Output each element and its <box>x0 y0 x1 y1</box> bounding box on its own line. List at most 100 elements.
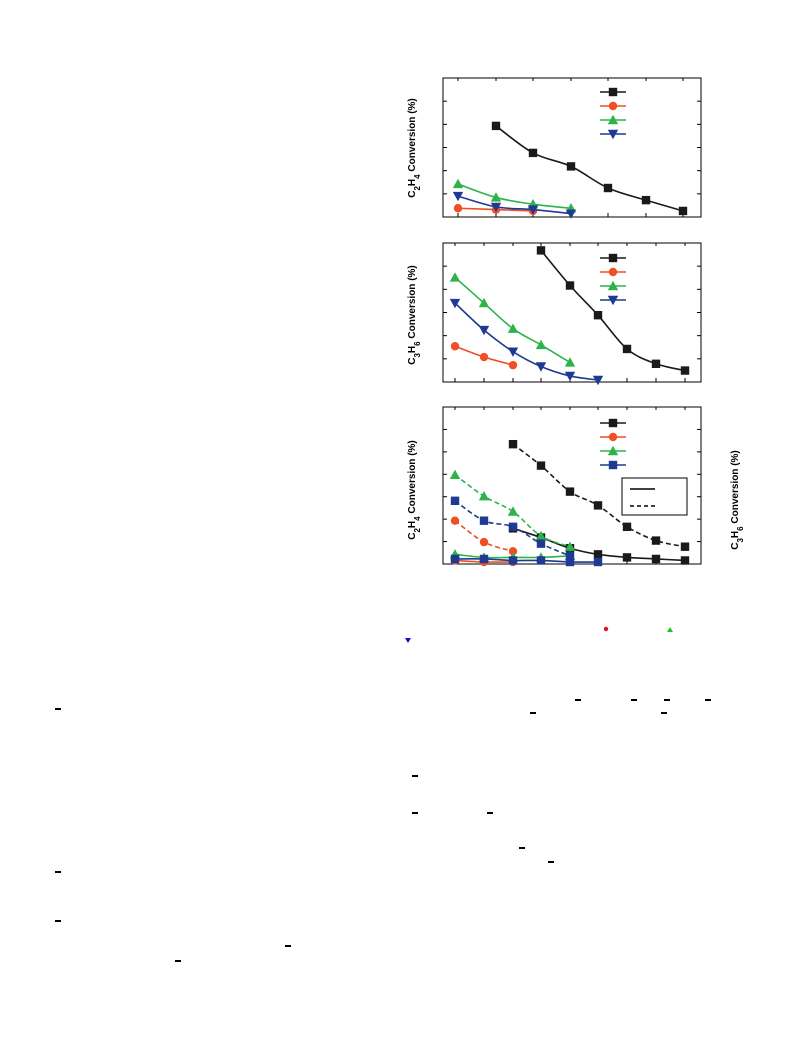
data-point-b-blue <box>535 362 547 372</box>
chart-panel-b: C3H6 Conversion (%) <box>407 242 702 386</box>
y-axis-label-c-left: C2H4 Conversion (%) <box>407 440 422 540</box>
chart-panel-a: C2H4 Conversion (%) <box>407 77 702 219</box>
series-line-b-blue <box>454 302 599 381</box>
data-point-c-blue <box>479 516 489 525</box>
data-point-c-blue <box>593 557 603 567</box>
data-point-c-blue <box>450 554 460 564</box>
y-axis-label-c-right: C3H6 Conversion (%) <box>730 450 745 550</box>
series-line-a-black <box>495 125 684 212</box>
data-point-c-blue <box>450 496 460 505</box>
data-point-c-black <box>651 536 661 545</box>
data-point-c-green <box>507 506 519 516</box>
dash-mark <box>55 871 61 873</box>
data-point-b-black <box>565 281 575 290</box>
data-point-c-green <box>535 530 547 541</box>
axis-ticks-b <box>443 243 701 382</box>
series-group-c <box>449 439 690 567</box>
series-line-a-blue <box>457 195 572 215</box>
data-point-b-red <box>450 342 460 351</box>
legend-marker-green <box>607 280 619 291</box>
data-point-c-blue <box>508 556 518 565</box>
data-point-a-green <box>490 192 502 202</box>
data-point-b-blue <box>564 371 576 382</box>
legend-marker-black <box>608 418 618 428</box>
legend-a <box>600 87 626 140</box>
data-point-c-blue <box>479 554 489 564</box>
caption-green-triangle-icon <box>667 627 673 632</box>
dash-mark <box>705 699 711 701</box>
series-line-a-green <box>457 183 572 210</box>
data-point-c-black <box>680 542 690 551</box>
data-point-a-black <box>491 121 501 131</box>
data-point-c-black <box>680 556 690 565</box>
line-style-legend-c <box>621 477 688 516</box>
dash-mark <box>519 847 525 849</box>
data-point-b-black <box>593 311 603 320</box>
line-style-legend-box <box>621 477 688 516</box>
data-point-c-blue <box>536 556 546 565</box>
legend-marker-blue <box>607 129 619 140</box>
data-point-b-black <box>680 366 690 375</box>
data-point-b-black <box>622 344 632 354</box>
text-dash-marks <box>55 699 711 962</box>
data-point-c-red <box>508 547 518 556</box>
data-point-b-red <box>479 352 489 362</box>
data-point-a-blue <box>490 202 502 213</box>
dash-mark <box>285 945 291 947</box>
data-point-a-black <box>641 195 651 205</box>
data-point-b-blue <box>507 347 519 357</box>
data-point-c-blue <box>565 551 575 561</box>
legend-marker-red <box>608 267 618 277</box>
legend-marker-red <box>608 101 618 111</box>
data-point-c-black <box>651 554 661 564</box>
dash-mark <box>55 708 61 710</box>
data-point-c-blue <box>536 539 546 548</box>
data-point-c-black <box>593 550 603 559</box>
legend-marker-blue <box>607 295 619 306</box>
dash-mark <box>55 920 61 922</box>
data-point-c-green <box>564 541 576 551</box>
dash-mark <box>175 960 181 962</box>
data-point-a-blue <box>565 209 577 219</box>
data-point-b-blue <box>478 325 490 336</box>
data-point-c-red <box>479 537 489 547</box>
dash-mark <box>530 712 536 714</box>
legend-b <box>600 253 626 306</box>
dash-mark <box>548 861 554 863</box>
dash-mark <box>664 699 670 701</box>
legend-marker-black <box>608 253 618 263</box>
data-point-a-blue <box>452 191 464 202</box>
caption-red-dot-icon <box>603 626 609 632</box>
data-point-c-black <box>593 501 603 510</box>
data-point-b-green <box>507 323 519 333</box>
data-point-b-black <box>536 246 546 255</box>
data-point-c-black <box>622 522 632 532</box>
series-line-c-black-dashed <box>512 443 686 548</box>
plot-frame-a <box>442 77 702 218</box>
data-point-c-black <box>508 439 518 449</box>
data-point-a-red <box>453 204 463 213</box>
legend-marker-green <box>607 114 619 125</box>
data-point-b-green <box>449 272 461 282</box>
chart-panel-c: C2H4 Conversion (%) C3H6 Conversion (%) <box>407 406 745 567</box>
data-point-a-black <box>678 206 688 216</box>
data-point-a-blue <box>527 205 539 215</box>
data-point-a-black <box>566 162 576 171</box>
data-point-c-green <box>478 491 490 501</box>
data-point-c-green <box>449 469 461 479</box>
data-point-c-black <box>536 461 546 470</box>
data-point-b-green <box>535 339 547 350</box>
dash-mark <box>412 812 418 814</box>
legend-marker-red <box>608 432 618 442</box>
axis-ticks-a <box>443 78 701 217</box>
caption-symbols <box>405 626 673 643</box>
data-point-b-green <box>564 357 576 367</box>
series-group-b <box>449 246 690 386</box>
legend-marker-blue <box>608 460 618 470</box>
dash-mark <box>487 812 493 814</box>
data-point-b-black <box>651 359 661 368</box>
dash-mark <box>575 699 581 701</box>
data-point-b-blue <box>592 375 604 386</box>
legend-marker-black <box>608 87 618 97</box>
